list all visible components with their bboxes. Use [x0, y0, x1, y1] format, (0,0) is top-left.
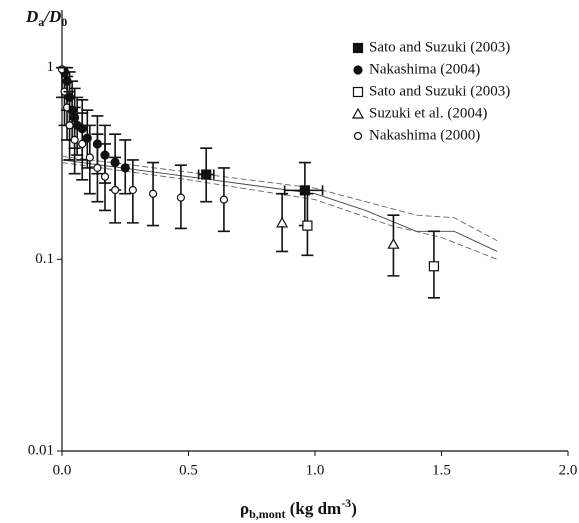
marker [111, 185, 120, 195]
legend-label: Suzuki et al. (2004) [369, 105, 487, 121]
marker [276, 216, 289, 228]
legend-label: Sato and Suzuki (2003) [369, 83, 510, 99]
y-axis-label: Da/D0 [25, 7, 67, 29]
x-axis-label: ρb,mont (kg dm-3) [240, 496, 357, 521]
marker [93, 163, 102, 173]
marker [148, 189, 158, 198]
marker [387, 237, 400, 249]
marker [85, 153, 94, 162]
y-label-part: /D [42, 7, 61, 26]
marker [176, 193, 186, 202]
marker [353, 65, 363, 75]
x-label-part: (kg dm [285, 499, 341, 518]
marker [352, 86, 364, 98]
marker [120, 163, 130, 173]
x-tick-label: 0.5 [179, 462, 198, 478]
marker [78, 139, 87, 149]
y-label-part: a [38, 15, 44, 29]
marker [65, 121, 74, 130]
model-curve [61, 162, 498, 260]
legend-label: Sato and Suzuki (2003) [369, 39, 510, 55]
x-tick-label: 1.0 [306, 462, 325, 478]
marker [100, 172, 110, 181]
marker [70, 135, 79, 144]
marker [302, 220, 313, 231]
y-tick-label: 1 [47, 59, 55, 75]
x-tick-label: 1.5 [432, 462, 451, 478]
marker [351, 107, 365, 119]
marker [428, 261, 440, 272]
x-label-part: ) [351, 499, 357, 518]
x-tick-label: 0.0 [53, 462, 72, 478]
model-curve [61, 159, 498, 252]
legend-label: Nakashima (2004) [369, 61, 480, 77]
model-curve [61, 155, 498, 242]
x-label-part: -3 [341, 496, 351, 510]
y-label-part: D [25, 7, 38, 26]
y-tick-label: 0.1 [35, 251, 54, 267]
marker [128, 185, 137, 195]
y-tick-label: 0.01 [28, 442, 54, 458]
marker [201, 169, 212, 180]
x-label-part: b,mont [249, 507, 285, 521]
x-tick-label: 2.0 [559, 462, 578, 478]
marker [299, 185, 310, 196]
marker [353, 131, 363, 141]
marker [219, 195, 229, 204]
marker [352, 42, 364, 54]
x-label-part: ρ [240, 499, 249, 518]
y-label-part: 0 [61, 15, 67, 29]
legend-label: Nakashima (2000) [369, 127, 480, 143]
